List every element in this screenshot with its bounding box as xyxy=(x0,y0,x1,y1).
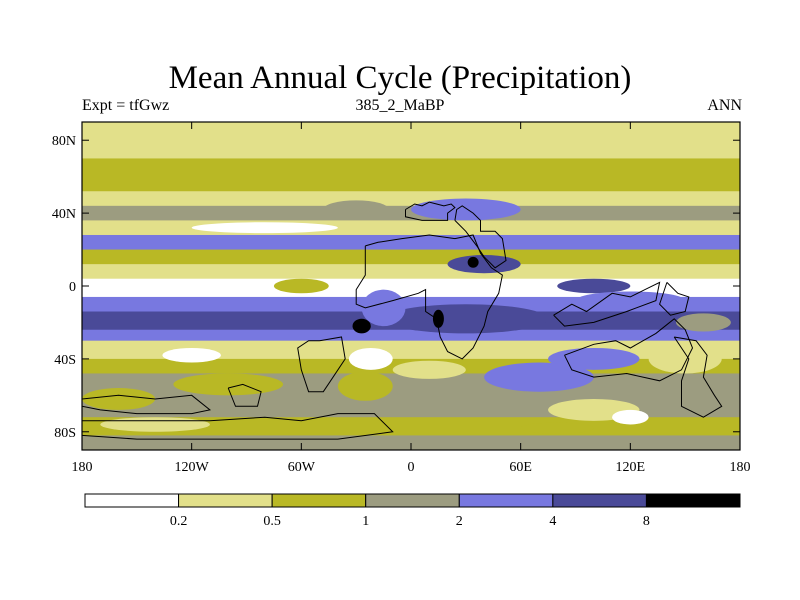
precip-patch-10 xyxy=(432,309,444,328)
precip-patch-20 xyxy=(648,344,722,374)
x-tick-label-1: 120W xyxy=(175,460,210,475)
precip-band-7 xyxy=(82,264,740,280)
precip-patch-17 xyxy=(548,347,640,370)
x-tick-label-0: 180 xyxy=(72,460,93,475)
precip-patch-8 xyxy=(361,289,406,327)
colorbar-label-3: 2 xyxy=(456,514,463,529)
precip-patch-11 xyxy=(467,256,479,268)
colorbar-label-2: 1 xyxy=(362,514,369,529)
precip-patch-19 xyxy=(612,409,649,425)
colorbar-label-0: 0.2 xyxy=(170,514,188,529)
time-label: 385_2_MaBP xyxy=(355,97,445,114)
x-tick-label-2: 60W xyxy=(288,460,316,475)
colorbar-label-1: 0.5 xyxy=(263,514,281,529)
coastline-4 xyxy=(564,318,694,382)
precip-patch-22 xyxy=(557,278,631,294)
precip-patch-1 xyxy=(162,347,221,363)
precipitation-field xyxy=(82,122,740,450)
coastline-2 xyxy=(355,234,503,360)
colorbar-swatch-5 xyxy=(552,493,647,508)
precip-band-2 xyxy=(82,191,740,207)
chart-title: Mean Annual Cycle (Precipitation) xyxy=(168,60,632,96)
axes: 180 120W 60W 0 60E 120E 180 80N 40N 0 40S 80S xyxy=(52,122,751,475)
coastline-9 xyxy=(82,413,394,440)
x-tick-label-5: 120E xyxy=(616,460,646,475)
season-label: ANN xyxy=(707,97,742,114)
precip-band-4 xyxy=(82,220,740,236)
colorbar-swatch-2 xyxy=(271,493,367,508)
y-tick-label-0: 80N xyxy=(52,134,76,149)
y-tick-label-4: 80S xyxy=(54,426,76,441)
coastline-10 xyxy=(227,383,262,407)
colorbar-swatch-0 xyxy=(84,493,180,508)
precip-band-1 xyxy=(82,158,740,192)
y-tick-label-2: 0 xyxy=(69,280,76,295)
precip-patch-0 xyxy=(82,284,156,296)
precip-patch-13 xyxy=(337,371,393,401)
precip-patch-27 xyxy=(100,417,210,432)
x-tick-label-4: 60E xyxy=(509,460,532,475)
precip-patch-14 xyxy=(392,360,466,379)
precip-patch-5 xyxy=(411,198,521,221)
precip-patch-24 xyxy=(273,278,329,294)
colorbar-swatch-4 xyxy=(458,493,554,508)
x-tick-label-6: 180 xyxy=(730,460,751,475)
precip-patch-16 xyxy=(484,362,594,392)
colorbar-swatch-3 xyxy=(365,493,460,508)
experiment-label: Expt = tfGwz xyxy=(82,97,170,114)
precip-band-5 xyxy=(82,234,740,251)
coastline-8 xyxy=(82,394,212,415)
precip-patch-7 xyxy=(383,304,549,334)
y-tick-label-1: 40N xyxy=(52,207,76,222)
coastline-7 xyxy=(673,336,723,418)
precip-patch-6 xyxy=(447,255,521,274)
y-tick-label-3: 40S xyxy=(54,353,76,368)
coastlines xyxy=(82,201,723,440)
precip-band-3 xyxy=(82,205,740,221)
precip-patch-26 xyxy=(520,422,594,434)
precip-patch-25 xyxy=(191,222,338,234)
precip-patch-2 xyxy=(173,373,284,396)
precip-patch-15 xyxy=(429,380,503,410)
colorbar-swatch-6 xyxy=(645,493,741,508)
precip-patch-4 xyxy=(323,200,390,219)
precip-band-9 xyxy=(82,296,740,313)
colorbar-label-5: 8 xyxy=(643,514,650,529)
x-tick-label-3: 0 xyxy=(408,460,415,475)
coastline-6 xyxy=(659,282,690,316)
colorbar-label-4: 4 xyxy=(549,514,556,529)
precip-patch-23 xyxy=(575,291,686,310)
precip-patch-3 xyxy=(82,388,156,410)
coastline-3 xyxy=(297,336,346,393)
precip-band-6 xyxy=(82,249,740,265)
colorbar-swatch-1 xyxy=(178,493,273,508)
coastline-0 xyxy=(405,201,456,221)
precip-patch-21 xyxy=(676,313,731,332)
precip-patch-12 xyxy=(348,347,393,370)
colorbar: 0.2 0.5 1 2 4 8 xyxy=(84,493,741,529)
precip-patch-9 xyxy=(352,318,371,334)
precip-band-11 xyxy=(82,329,740,342)
coastline-5 xyxy=(553,281,661,327)
